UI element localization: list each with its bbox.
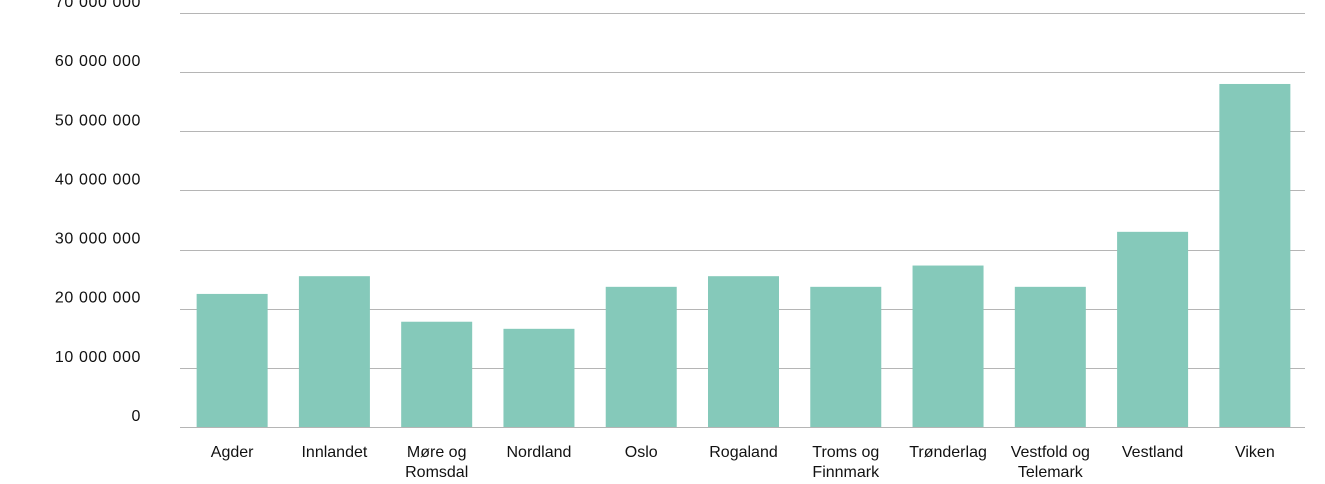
bar bbox=[708, 276, 779, 427]
bar bbox=[1219, 83, 1291, 427]
y-tick-label: 10 000 000 bbox=[55, 349, 141, 366]
x-tick-label: Møre og Romsdal bbox=[405, 444, 468, 481]
y-tick-label: 70 000 000 bbox=[55, 0, 141, 11]
bar bbox=[196, 293, 268, 427]
x-tick-label: Vestfold og Telemark bbox=[1011, 444, 1090, 481]
bar bbox=[298, 276, 370, 427]
y-axis-tick-labels: 0 10 000 000 20 000 000 30 000 000 40 000 00… bbox=[55, 0, 142, 425]
x-tick-label: Innlandet bbox=[301, 444, 367, 461]
x-tick-label: Troms og Finnmark bbox=[812, 444, 880, 481]
bar bbox=[1014, 286, 1086, 427]
y-tick-label: 0 bbox=[132, 408, 142, 425]
bar bbox=[1117, 231, 1189, 427]
x-tick-label: Nordland bbox=[506, 444, 571, 461]
y-tick-label: 30 000 000 bbox=[55, 231, 141, 248]
x-tick-label: Trønderlag bbox=[909, 444, 987, 461]
x-tick-label: Rogaland bbox=[709, 444, 778, 461]
y-tick-label: 20 000 000 bbox=[55, 290, 141, 307]
x-tick-label: Oslo bbox=[625, 444, 658, 461]
bar bbox=[401, 321, 473, 427]
x-tick-label: Agder bbox=[211, 444, 254, 461]
bar bbox=[605, 286, 677, 427]
y-tick-label: 50 000 000 bbox=[55, 112, 141, 129]
bar bbox=[912, 265, 984, 427]
bar bbox=[503, 328, 575, 427]
x-tick-label: Vestland bbox=[1122, 444, 1183, 461]
bars bbox=[196, 83, 1291, 427]
y-tick-label: 60 000 000 bbox=[55, 53, 141, 70]
y-tick-label: 40 000 000 bbox=[55, 171, 141, 188]
x-tick-label: Viken bbox=[1235, 444, 1275, 461]
bar bbox=[810, 286, 882, 427]
x-axis-tick-labels: Agder Innlandet Møre og Romsdal Nordland Oslo… bbox=[211, 444, 1275, 481]
